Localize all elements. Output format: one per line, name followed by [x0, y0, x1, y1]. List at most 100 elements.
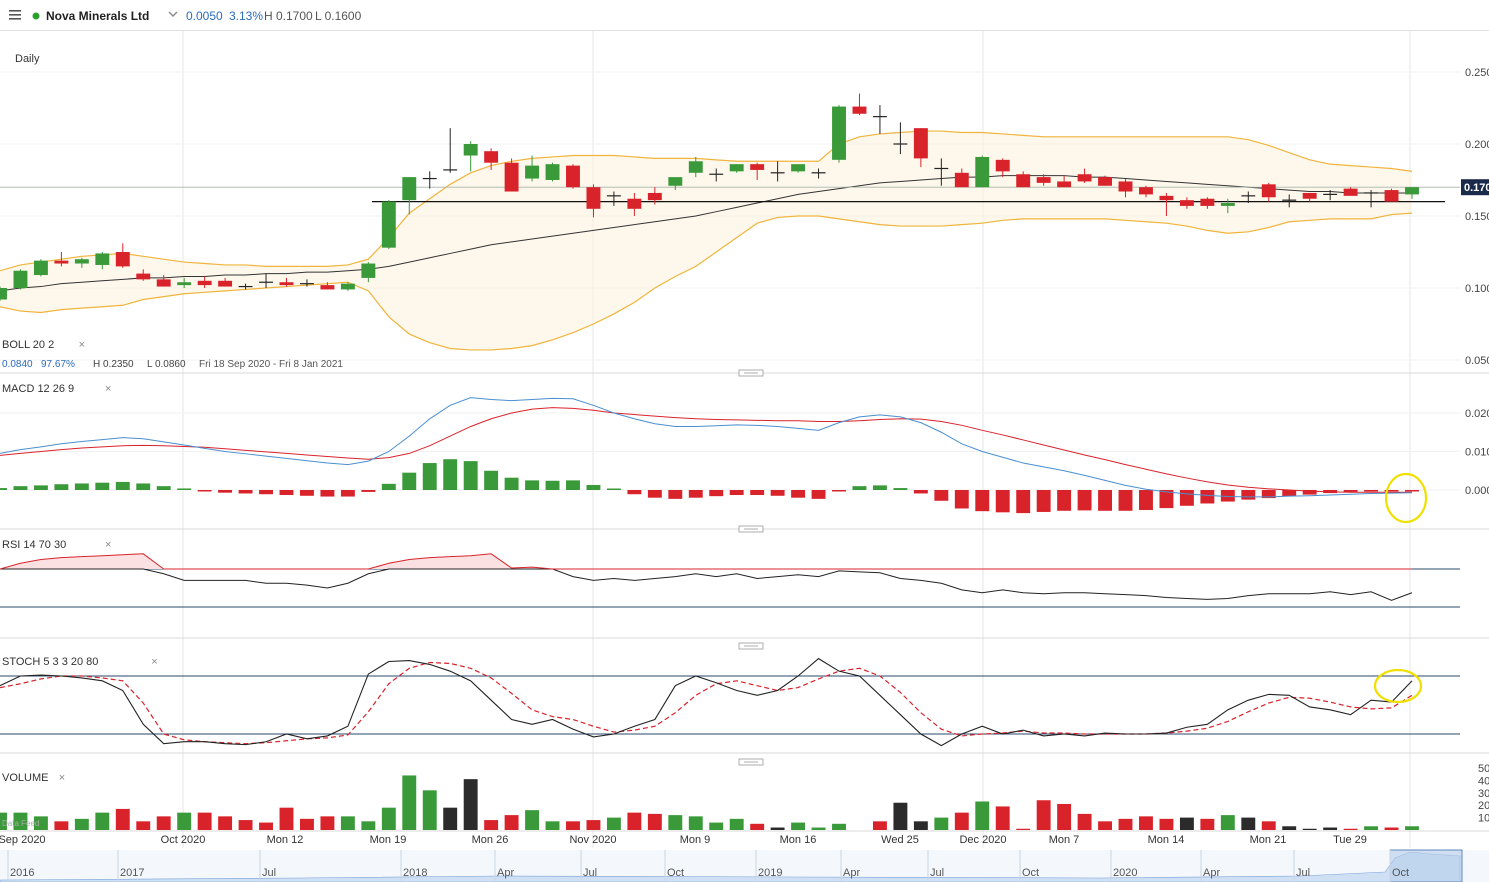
- price-tick-label: 0.200: [1465, 139, 1489, 151]
- rsi-panel: [0, 553, 1460, 608]
- highlight-circle-stoch: [1373, 668, 1423, 704]
- candle-body: [1077, 174, 1092, 182]
- boll-pct: 97.67%: [41, 359, 75, 370]
- macd-histogram-bar: [1179, 490, 1194, 506]
- candle-body: [791, 164, 806, 172]
- candle-body: [566, 165, 580, 188]
- macd-histogram-bar: [913, 490, 928, 494]
- macd-histogram-bar: [1261, 490, 1276, 499]
- volume-bar: [320, 816, 335, 830]
- candle-body: [647, 192, 662, 201]
- volume-bar: [770, 827, 785, 830]
- volume-bar: [279, 807, 294, 830]
- macd-histogram-bar: [872, 485, 887, 490]
- date-tick-label: Mon 12: [267, 834, 304, 846]
- date-tick-label: Mon 19: [370, 834, 407, 846]
- macd-histogram-bar: [668, 490, 683, 499]
- volume-bar: [1159, 818, 1174, 830]
- candle-body: [1016, 174, 1031, 188]
- macd-histogram-bar: [566, 480, 580, 490]
- session-low: L 0.1600: [315, 9, 362, 23]
- volume-bar: [259, 822, 273, 830]
- price-change: 0.0050: [186, 9, 223, 23]
- volume-bar: [1261, 821, 1276, 830]
- volume-bar: [1282, 826, 1297, 830]
- volume-bar: [115, 808, 130, 830]
- candle-body: [197, 280, 212, 286]
- navigator-strip[interactable]: 2016 2017 Jul 2018 Apr Jul Oct 2019 Apr Jul Oct 202…: [0, 849, 1489, 882]
- candle-body: [1057, 181, 1072, 188]
- candle-body: [33, 260, 48, 276]
- candle-body: [1220, 203, 1235, 206]
- volume-bar: [1057, 803, 1072, 830]
- volume-tick-label: 50: [1478, 763, 1489, 775]
- macd-histogram-bar: [1016, 490, 1031, 514]
- navigator-label: Oct: [1022, 867, 1039, 879]
- candle-body: [1159, 195, 1174, 201]
- volume-bar: [504, 815, 519, 830]
- macd-histogram-bar: [381, 483, 396, 490]
- macd-histogram-bar: [504, 477, 519, 490]
- candle-body: [402, 177, 417, 201]
- macd-histogram-bar: [33, 485, 48, 490]
- macd-histogram-bar: [545, 480, 560, 490]
- macd-histogram-bar: [975, 490, 990, 512]
- volume-bar: [913, 821, 928, 830]
- candle-body: [832, 106, 846, 160]
- volume-bar: [1036, 800, 1051, 830]
- volume-bar: [197, 812, 212, 830]
- navigator-label: Apr: [1203, 867, 1220, 879]
- candle-body: [1343, 188, 1358, 196]
- chart-area[interactable]: 0.250 0.200 0.150 0.100 0.050 0.170 0.020 0.01…: [0, 30, 1489, 882]
- volume-bar: [1139, 816, 1153, 830]
- candle-body: [750, 164, 765, 170]
- navigator-selection: [1389, 849, 1463, 882]
- macd-histogram-bar: [954, 490, 969, 509]
- highlight-circle-macd: [1384, 472, 1428, 524]
- macd-histogram-bar: [606, 488, 621, 490]
- macd-histogram-bar: [177, 488, 192, 490]
- macd-histogram-bar: [525, 480, 540, 490]
- date-tick-label: Mon 9: [680, 834, 711, 846]
- chevron-down-icon[interactable]: [168, 11, 178, 19]
- macd-histogram-bar: [1343, 490, 1358, 492]
- candle-body: [1261, 184, 1276, 198]
- macd-histogram-bar: [1405, 490, 1419, 492]
- volume-bar: [934, 817, 949, 830]
- candle-body: [1139, 187, 1153, 195]
- hamburger-icon[interactable]: [9, 10, 21, 20]
- volume-tick-label: 30: [1478, 788, 1489, 800]
- volume-bar: [177, 812, 192, 830]
- date-tick-label: Mon 14: [1148, 834, 1185, 846]
- macd-histogram-bar: [586, 484, 601, 490]
- navigator-label: Jul: [930, 867, 944, 879]
- macd-histogram-bar: [156, 486, 171, 490]
- panel-indicator-label: STOCH 5 3 3 20 80: [2, 656, 98, 668]
- candle-body: [995, 159, 1010, 172]
- candle-body: [688, 161, 703, 173]
- volume-bar: [668, 815, 683, 830]
- macd-histogram-bar: [340, 490, 355, 497]
- close-icon: ×: [105, 539, 111, 551]
- macd-histogram-bar: [1200, 490, 1215, 504]
- macd-histogram-bar: [1282, 490, 1297, 497]
- volume-bar: [586, 820, 601, 830]
- bollinger-middle-line: [0, 175, 1412, 292]
- navigator-label: Jul: [583, 867, 597, 879]
- panel-labels: Daily BOLL 20 2 × MACD 12 26 9 × RSI 14 70 30…: [2, 53, 343, 784]
- volume-bar: [1323, 827, 1338, 830]
- volume-bar: [463, 779, 478, 830]
- macd-histogram-bar: [1057, 490, 1072, 511]
- candle-body: [484, 151, 499, 163]
- candle-body: [320, 285, 335, 290]
- price-tick-label: 0.100: [1465, 283, 1489, 295]
- volume-bar: [422, 790, 437, 830]
- candle-body: [1036, 177, 1051, 183]
- volume-bar: [484, 820, 499, 830]
- macd-histogram-bar: [463, 461, 478, 490]
- macd-histogram-bar: [484, 470, 499, 490]
- volume-tick-label: 20: [1478, 800, 1489, 812]
- instrument-name[interactable]: Nova Minerals Ltd: [46, 9, 150, 23]
- volume-bar: [995, 806, 1010, 830]
